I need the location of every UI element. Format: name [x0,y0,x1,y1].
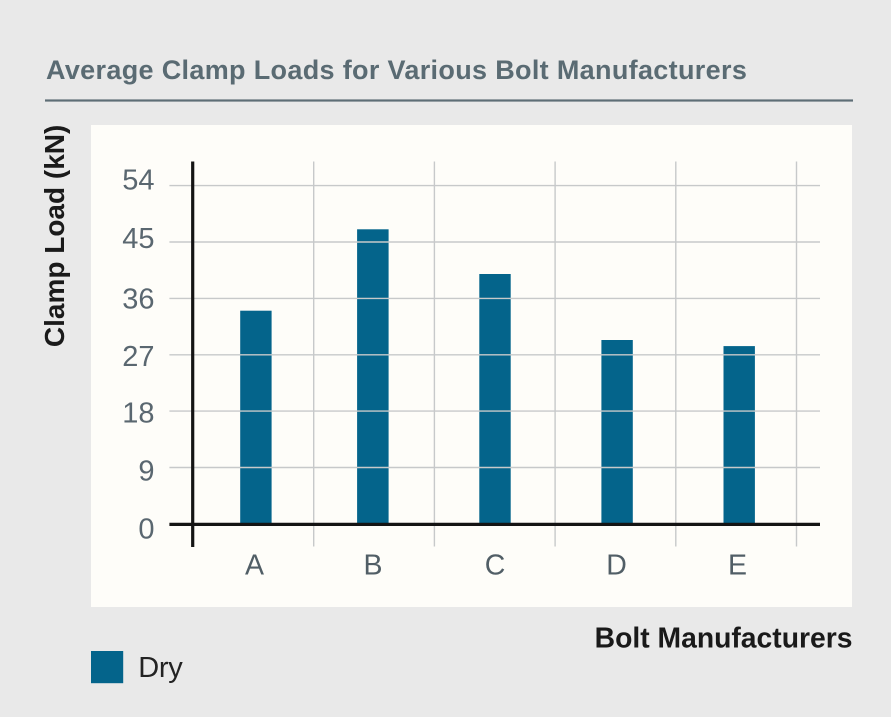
svg-text:9: 9 [138,456,154,488]
svg-text:D: D [606,550,627,582]
svg-text:C: C [485,550,506,582]
svg-text:54: 54 [122,165,154,197]
svg-text:Average Clamp Loads for Variou: Average Clamp Loads for Various Bolt Man… [46,55,747,85]
svg-text:45: 45 [122,223,154,255]
svg-text:Bolt Manufacturers: Bolt Manufacturers [595,622,853,654]
svg-text:B: B [363,550,382,582]
svg-text:36: 36 [122,283,154,315]
svg-text:27: 27 [122,341,154,373]
svg-text:E: E [728,550,747,582]
svg-text:18: 18 [122,397,154,429]
svg-text:Dry: Dry [138,652,183,684]
svg-text:Clamp Load (kN): Clamp Load (kN) [39,125,70,347]
svg-text:0: 0 [138,514,154,546]
svg-text:A: A [245,550,264,582]
